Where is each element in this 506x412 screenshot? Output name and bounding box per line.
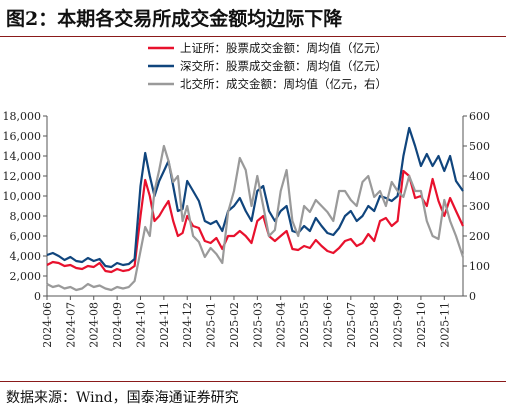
- y-left-tick-label: 18,000: [3, 110, 42, 123]
- x-tick-label: 2025-10: [415, 302, 428, 348]
- y-left-tick-label: 10,000: [3, 190, 42, 203]
- y-left-tick-label: 14,000: [3, 150, 42, 163]
- y-left-tick-label: 4,000: [10, 250, 42, 263]
- figure-title: 图2：本期各交易所成交金额均边际下降: [6, 8, 343, 30]
- data-source: 数据来源：Wind，国泰海通证券研究: [6, 390, 239, 406]
- x-tick-label: 2024-11: [158, 302, 171, 348]
- x-tick-label: 2025-09: [392, 302, 405, 348]
- x-tick-label: 2025-08: [368, 302, 381, 348]
- x-tick-label: 2025-11: [438, 302, 451, 348]
- y-right-tick-label: 0: [469, 290, 476, 303]
- y-left-tick-label: 8,000: [10, 210, 42, 223]
- legend-label-szse: 深交所：股票成交金额：周均值（亿元）: [180, 59, 387, 73]
- x-tick-label: 2024-07: [64, 302, 77, 348]
- legend-label-bse: 北交所：成交金额：周均值（亿元，右）: [180, 77, 387, 91]
- line-chart: 0 2,000 4,000 6,000 8,000 10,000 12,000 14,000 1…: [3, 41, 491, 348]
- x-tick-label: 2024-09: [111, 302, 124, 348]
- y-left-tick-label: 0: [34, 290, 41, 303]
- x-tick-label: 2025-02: [228, 302, 241, 348]
- x-tick-label: 2025-05: [298, 302, 311, 348]
- x-tick-label: 2025-01: [205, 302, 218, 348]
- footer-divider: [0, 381, 506, 382]
- x-tick-label: 2024-08: [88, 302, 101, 348]
- x-tick-label: 2025-07: [345, 302, 358, 348]
- x-tick-label: 2024-12: [181, 302, 194, 348]
- series-line-szse: [46, 126, 464, 269]
- y-right-tick-label: 100: [469, 260, 490, 273]
- y-left-tick-label: 6,000: [10, 230, 42, 243]
- y-right-tick-label: 600: [469, 110, 490, 123]
- x-tick-label: 2024-10: [134, 302, 147, 348]
- y-right-tick-label: 500: [469, 140, 490, 153]
- x-tick-label: 2025-04: [275, 302, 288, 348]
- y-right-tick-label: 400: [469, 170, 490, 183]
- y-right-tick-label: 300: [469, 200, 490, 213]
- y-left-tick-label: 16,000: [3, 130, 42, 143]
- legend-label-sse: 上证所：股票成交金额：周均值（亿元）: [180, 41, 387, 55]
- title-divider: [0, 36, 506, 37]
- series-line-bse: [46, 144, 465, 292]
- y-left-tick-label: 2,000: [10, 270, 42, 283]
- series-line-sse: [46, 169, 464, 274]
- x-tick-label: 2025-03: [251, 302, 264, 348]
- y-left-tick-label: 12,000: [3, 170, 42, 183]
- x-tick-label: 2024-06: [41, 302, 54, 348]
- x-tick-label: 2025-06: [321, 302, 334, 348]
- y-right-tick-label: 200: [469, 230, 490, 243]
